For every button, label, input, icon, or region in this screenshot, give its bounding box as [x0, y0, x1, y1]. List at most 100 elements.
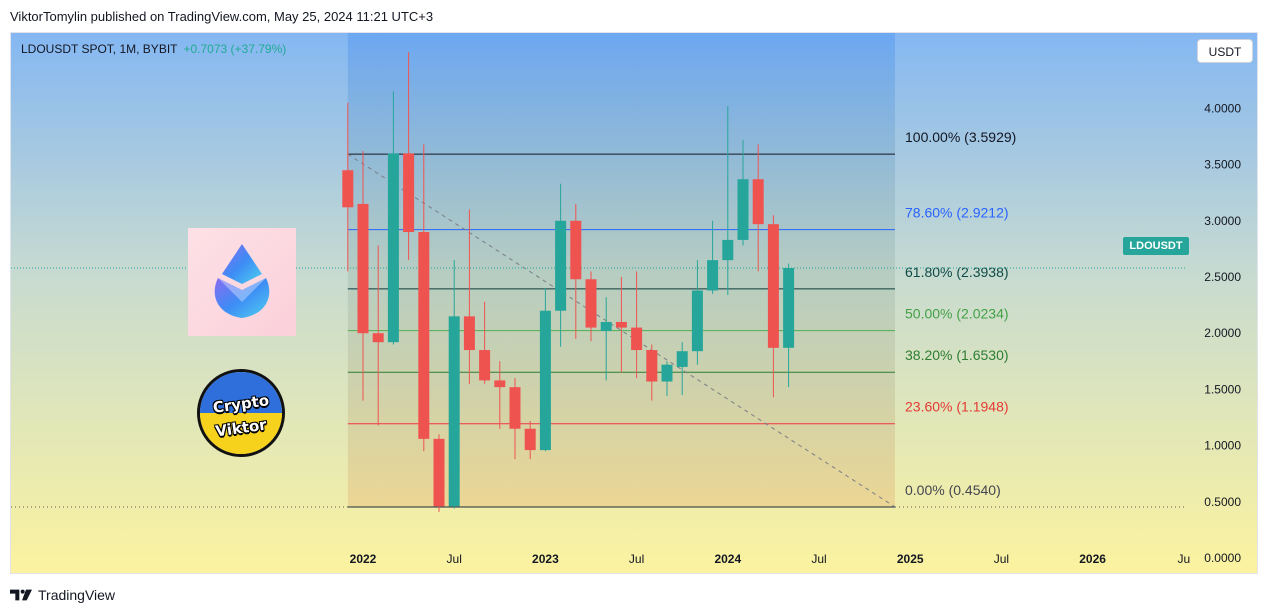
symbol-name: LDOUSDT SPOT, 1M, BYBIT	[21, 42, 178, 56]
tradingview-logo-icon	[10, 589, 32, 601]
candle[interactable]	[479, 301, 491, 384]
candle[interactable]	[372, 245, 384, 426]
chart-panel[interactable]: 100.00% (3.5929) 78.60% (2.9212) 61.80% (2…	[10, 32, 1258, 574]
candle-body	[646, 350, 658, 382]
candle-body	[615, 321, 627, 328]
candle[interactable]	[646, 344, 658, 401]
candle-body	[676, 351, 688, 367]
candle-body	[631, 327, 643, 351]
candle-body	[737, 179, 749, 240]
candle-body	[783, 268, 795, 348]
y-tick-label: 0.0000	[1204, 551, 1241, 565]
candle[interactable]	[463, 209, 475, 384]
y-tick-label: 4.0000	[1204, 101, 1241, 115]
currency-button[interactable]: USDT	[1197, 39, 1253, 63]
candle[interactable]	[722, 106, 734, 295]
candle-body	[585, 279, 597, 328]
candle-body	[600, 321, 612, 331]
y-tick-label: 3.5000	[1204, 158, 1241, 172]
footer: TradingView	[10, 585, 115, 605]
x-tick-label: Ju	[1177, 552, 1190, 566]
candle-body	[357, 203, 369, 334]
fib-level-label: 50.00% (2.0234)	[905, 306, 1009, 322]
y-tick-label: 2.5000	[1204, 270, 1241, 284]
y-tick-label: 1.0000	[1204, 439, 1241, 453]
candle-body	[479, 350, 491, 381]
fib-level-label: 61.80% (2.3938)	[905, 264, 1009, 280]
candle-body	[752, 179, 764, 225]
candle-body	[524, 428, 536, 451]
candle-body	[767, 224, 779, 348]
crypto-viktor-badge: Crypto Viktor	[197, 369, 285, 457]
candle[interactable]	[448, 260, 460, 509]
last-price-badge: LDOUSDT	[1123, 237, 1189, 255]
candle-body	[661, 364, 673, 382]
candle[interactable]	[509, 378, 521, 460]
x-tick-label: Jul	[447, 552, 462, 566]
x-tick-label: Jul	[811, 552, 826, 566]
candle-body	[570, 220, 582, 280]
y-tick-label: 3.0000	[1204, 214, 1241, 228]
lido-logo	[188, 228, 296, 336]
fib-zone	[347, 33, 895, 507]
candle[interactable]	[767, 215, 779, 398]
y-tick-label: 0.5000	[1204, 495, 1241, 509]
candle-body	[403, 153, 415, 233]
candle[interactable]	[539, 288, 551, 452]
published-line: ViktorTomylin published on TradingView.c…	[10, 9, 434, 24]
fib-level-label: 0.00% (0.4540)	[905, 482, 1001, 498]
x-tick-label: 2022	[350, 552, 377, 566]
candle[interactable]	[494, 361, 506, 429]
candle-body	[342, 170, 354, 208]
candle[interactable]	[342, 102, 354, 272]
candle[interactable]	[357, 151, 369, 401]
candle[interactable]	[631, 271, 643, 379]
x-tick-label: 2023	[532, 552, 559, 566]
candle-body	[372, 333, 384, 343]
candle-body	[555, 220, 567, 311]
candle[interactable]	[570, 203, 582, 339]
candle-body	[433, 438, 445, 507]
candle-body	[463, 316, 475, 351]
x-tick-label: 2024	[714, 552, 741, 566]
candle-body	[691, 290, 703, 352]
candle[interactable]	[691, 260, 703, 365]
candle-body	[387, 153, 399, 343]
candle[interactable]	[555, 183, 567, 347]
fib-level-label: 38.20% (1.6530)	[905, 347, 1009, 363]
y-tick-label: 1.5000	[1204, 382, 1241, 396]
lido-droplet-icon	[214, 244, 270, 318]
x-tick-label: 2025	[897, 552, 924, 566]
candle-body	[448, 316, 460, 507]
candle[interactable]	[676, 342, 688, 396]
candle-body	[509, 387, 521, 429]
candle-body	[722, 239, 734, 261]
candle[interactable]	[585, 271, 597, 342]
x-tick-label: 2026	[1079, 552, 1106, 566]
candle[interactable]	[387, 91, 399, 345]
candle[interactable]	[615, 277, 627, 373]
fib-level-label: 100.00% (3.5929)	[905, 129, 1016, 145]
candle[interactable]	[403, 52, 415, 261]
candle-body	[539, 310, 551, 451]
footer-brand: TradingView	[38, 587, 116, 603]
price-change: +0.7073 (+37.79%)	[183, 42, 287, 56]
x-tick-label: Jul	[629, 552, 644, 566]
candle-body	[494, 380, 506, 388]
candle[interactable]	[433, 434, 445, 512]
symbol-legend: LDOUSDT SPOT, 1M, BYBIT +0.7073 (+37.79%)	[21, 42, 286, 56]
candle-body	[707, 260, 719, 291]
candle[interactable]	[783, 263, 795, 388]
fib-level-label: 78.60% (2.9212)	[905, 205, 1009, 221]
candle[interactable]	[524, 420, 536, 460]
x-tick-label: Jul	[994, 552, 1009, 566]
candle[interactable]	[707, 220, 719, 294]
candle[interactable]	[600, 297, 612, 381]
candle[interactable]	[661, 361, 673, 397]
candle[interactable]	[752, 144, 764, 272]
fib-level-label: 23.60% (1.1948)	[905, 399, 1009, 415]
candle[interactable]	[418, 144, 430, 452]
y-tick-label: 2.0000	[1204, 326, 1241, 340]
candle-body	[418, 232, 430, 439]
candle[interactable]	[737, 139, 749, 246]
